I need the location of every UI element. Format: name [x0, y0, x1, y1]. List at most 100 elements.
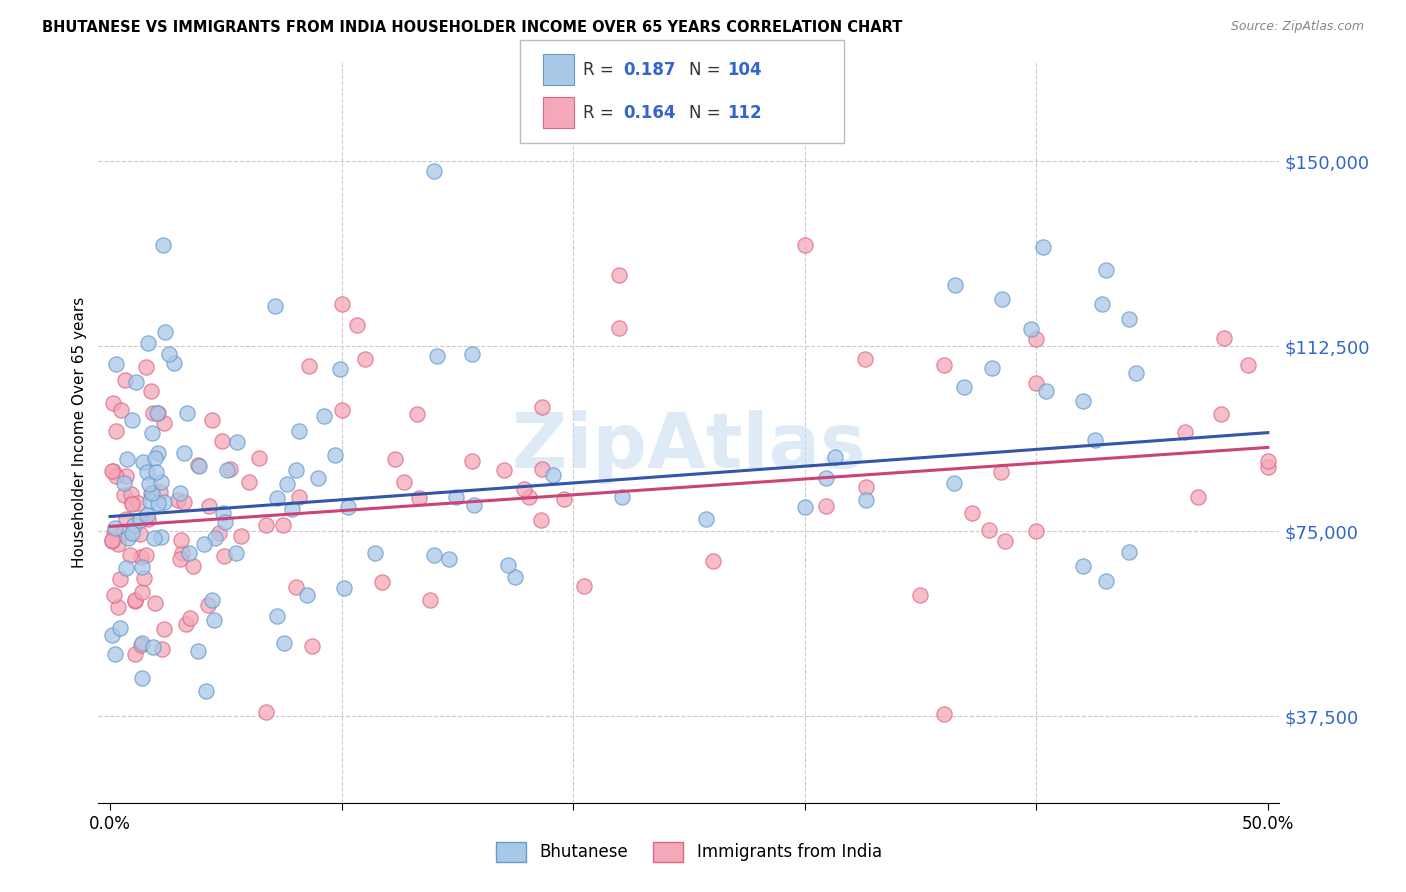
Point [371, 574, 394, 589]
Point [329, 361, 352, 376]
Point [853, 351, 876, 366]
Point [104, 358, 127, 372]
Point [444, 490, 467, 504]
Text: 104: 104 [727, 61, 762, 78]
Point [1236, 358, 1258, 372]
Point [152, 416, 174, 430]
Point [112, 476, 135, 491]
Point [208, 525, 231, 540]
Point [1025, 524, 1047, 539]
Point [155, 326, 177, 340]
Text: 0.164: 0.164 [623, 104, 675, 122]
Point [332, 581, 354, 595]
Point [104, 469, 127, 483]
Point [124, 647, 146, 661]
Point [288, 490, 311, 504]
Point [152, 495, 174, 509]
Point [572, 579, 595, 593]
Point [145, 465, 167, 479]
Point [1094, 574, 1116, 588]
Point [354, 351, 377, 366]
Point [1032, 240, 1054, 254]
Point [247, 450, 270, 465]
Point [103, 525, 125, 540]
Point [146, 406, 169, 420]
Point [170, 533, 193, 547]
Point [169, 486, 191, 500]
Point [148, 485, 170, 500]
Point [392, 475, 415, 489]
Point [225, 546, 247, 560]
Point [198, 499, 221, 513]
Point [1021, 322, 1043, 336]
Point [419, 593, 441, 607]
Point [990, 293, 1012, 307]
Point [139, 486, 162, 500]
Point [266, 491, 288, 505]
Point [157, 347, 180, 361]
Point [702, 553, 724, 567]
Point [530, 401, 553, 415]
Point [980, 360, 1002, 375]
Point [131, 636, 153, 650]
Point [101, 533, 124, 547]
Point [1125, 367, 1147, 381]
Point [1187, 491, 1209, 505]
Point [437, 552, 460, 566]
Point [141, 425, 163, 440]
Point [990, 466, 1012, 480]
Point [1071, 558, 1094, 573]
Y-axis label: Householder Income Over 65 years: Householder Income Over 65 years [72, 297, 87, 568]
Point [609, 268, 631, 282]
Point [281, 502, 304, 516]
Point [170, 546, 193, 560]
Point [142, 640, 165, 654]
Point [364, 546, 387, 560]
Point [1257, 454, 1279, 468]
Point [134, 571, 156, 585]
Point [211, 434, 233, 448]
Point [793, 500, 815, 514]
Point [101, 534, 124, 549]
Point [202, 613, 225, 627]
Point [1118, 312, 1140, 326]
Point [176, 406, 198, 420]
Point [121, 495, 143, 509]
Point [423, 164, 446, 178]
Point [173, 446, 195, 460]
Point [824, 450, 846, 465]
Point [284, 463, 307, 477]
Point [276, 477, 298, 491]
Point [129, 512, 152, 526]
Point [115, 469, 138, 483]
Point [112, 488, 135, 502]
Point [855, 480, 877, 494]
Point [146, 445, 169, 459]
Point [266, 609, 288, 624]
Point [177, 546, 200, 560]
Point [101, 627, 124, 641]
Text: R =: R = [583, 61, 620, 78]
Point [979, 523, 1001, 537]
Point [908, 588, 931, 602]
Point [503, 569, 526, 583]
Point [960, 506, 983, 520]
Point [143, 451, 166, 466]
Point [793, 238, 815, 252]
Point [163, 356, 186, 370]
Point [122, 518, 145, 533]
Point [114, 512, 136, 526]
Point [104, 424, 127, 438]
Point [943, 277, 966, 292]
Point [121, 497, 143, 511]
Point [104, 521, 127, 535]
Point [994, 533, 1017, 548]
Point [695, 512, 717, 526]
Point [181, 558, 204, 573]
Point [301, 639, 323, 653]
Point [129, 549, 152, 564]
Text: BHUTANESE VS IMMIGRANTS FROM INDIA HOUSEHOLDER INCOME OVER 65 YEARS CORRELATION : BHUTANESE VS IMMIGRANTS FROM INDIA HOUSE… [42, 20, 903, 35]
Point [108, 572, 131, 586]
Point [330, 297, 353, 311]
Point [1209, 407, 1232, 421]
